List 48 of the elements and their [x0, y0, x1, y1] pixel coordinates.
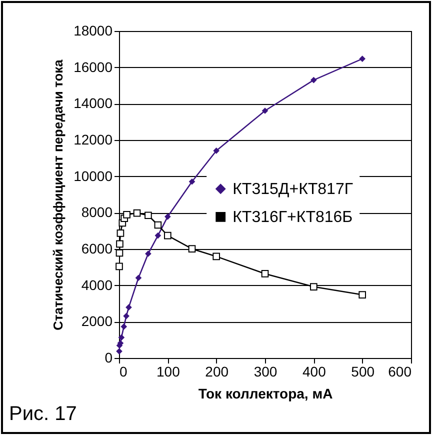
point [123, 211, 130, 218]
y-tick-label: 16000 [74, 58, 113, 75]
point [154, 232, 162, 239]
point [212, 252, 220, 260]
point [188, 178, 196, 185]
y-tick-label: 10000 [74, 168, 113, 184]
y-tick-label: 8000 [81, 204, 113, 220]
text: Рис. 17 [9, 403, 77, 426]
point [126, 304, 132, 310]
point [116, 262, 123, 270]
point [164, 214, 171, 220]
point [120, 323, 128, 330]
x-tick-label: 300 [254, 364, 278, 380]
x-tick-label: 600 [388, 364, 412, 380]
x-axis-title: Ток коллектора, мА [198, 386, 333, 402]
y-axis-title: Статический коэффициент передачи тока [50, 58, 66, 330]
legend-label: КТ316Г+КТ816Б [232, 208, 353, 226]
point [359, 56, 366, 62]
point [261, 270, 269, 278]
x-tick-label: 0 [120, 364, 128, 380]
point [133, 209, 141, 217]
y-tick-label: 2000 [81, 313, 113, 330]
x-tick-label: 400 [302, 364, 326, 380]
point [164, 232, 172, 240]
point [358, 291, 366, 298]
point [135, 274, 142, 282]
point [310, 76, 317, 84]
point [188, 245, 196, 252]
x-tick-label: 100 [156, 364, 180, 380]
point [310, 283, 318, 290]
point [213, 148, 220, 154]
point [118, 334, 125, 341]
x-tick-label: 500 [351, 364, 375, 380]
point [116, 348, 122, 354]
y-tick-label: 4000 [81, 276, 113, 293]
y-tick-label: 12000 [74, 132, 113, 148]
point [144, 212, 152, 220]
point [262, 108, 268, 114]
y-tick-label: 18000 [74, 22, 113, 38]
point [116, 230, 124, 237]
legend-label: КТ315Д+КТ817Г [232, 180, 354, 198]
x-tick-label: 200 [205, 364, 229, 380]
y-tick-label: 14000 [74, 95, 113, 112]
point [123, 312, 130, 320]
point [145, 250, 152, 257]
y-tick-label: 6000 [81, 240, 113, 256]
point [154, 221, 162, 229]
y-tick-label: 0 [104, 350, 113, 366]
